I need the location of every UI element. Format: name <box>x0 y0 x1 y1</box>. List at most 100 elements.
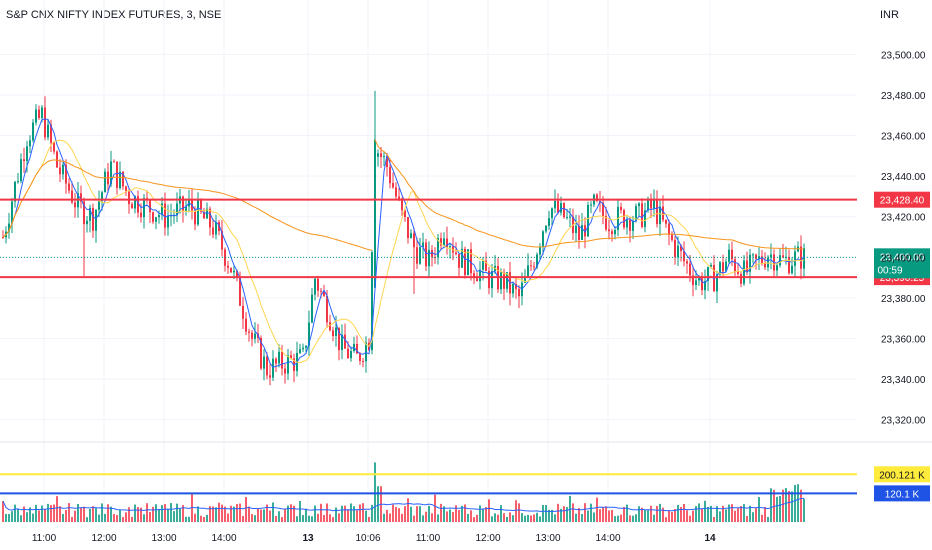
volume-bar <box>101 503 103 522</box>
candle-body <box>584 225 586 237</box>
candle-body <box>20 159 22 182</box>
volume-bar <box>32 513 34 522</box>
volume-bar <box>797 484 799 522</box>
price-tick-label: 23,340.00 <box>881 375 926 386</box>
candle-body <box>92 207 94 231</box>
volume-bar <box>146 503 148 522</box>
candle-body <box>566 216 568 218</box>
candle-body <box>536 254 538 268</box>
volume-bar <box>584 503 586 522</box>
volume-bar <box>164 504 166 522</box>
candle-body <box>542 231 544 247</box>
volume-bar <box>26 512 28 522</box>
candle-body <box>731 249 733 260</box>
candle-body <box>596 194 598 201</box>
volume-bar <box>293 505 295 522</box>
candle-body <box>761 256 763 263</box>
candle-body <box>119 171 121 189</box>
ma-mid-line <box>2 139 805 364</box>
candle-body <box>167 215 169 228</box>
candle-body <box>86 220 88 225</box>
candle-body <box>62 164 64 175</box>
candle-body <box>206 208 208 219</box>
price-tick-label: 23,380.00 <box>881 294 926 305</box>
time-tick-label: 13:00 <box>535 533 560 544</box>
volume-bar <box>707 506 709 522</box>
candle-body <box>680 245 682 252</box>
candle-body <box>344 334 346 349</box>
candle-body <box>422 242 424 248</box>
candle-body <box>626 219 628 228</box>
candle-body <box>71 190 73 203</box>
volume-bar <box>167 508 169 522</box>
volume-bar <box>647 509 649 522</box>
price-tick-label: 23,360.00 <box>881 335 926 346</box>
volume-bar <box>356 510 358 522</box>
candle-body <box>482 260 484 270</box>
candle-body <box>392 183 394 188</box>
volume-bar <box>605 506 607 522</box>
candle-body <box>131 204 133 209</box>
volume-bar <box>125 512 127 522</box>
volume-bar <box>659 503 661 522</box>
volume-bar <box>65 509 67 522</box>
candle-body <box>551 208 553 219</box>
volume-bar <box>374 462 376 522</box>
candle-body <box>221 231 223 250</box>
volume-bar <box>602 507 604 522</box>
candle-body <box>506 272 508 289</box>
volume-bar <box>629 515 631 522</box>
volume-bar <box>476 514 478 522</box>
candle-body <box>578 225 580 240</box>
volume-bar <box>578 507 580 522</box>
volume-bar <box>215 507 217 522</box>
candle-body <box>251 332 253 339</box>
candle-body <box>203 211 205 219</box>
candle-body <box>266 356 268 376</box>
candle-body <box>2 237 4 239</box>
last-price-label: 23,400.00 <box>880 252 925 263</box>
volume-bar <box>407 498 409 522</box>
candle-body <box>362 360 364 362</box>
candle-body <box>248 331 250 333</box>
volume-bar <box>431 513 433 522</box>
candle-body <box>8 223 10 232</box>
time-axis[interactable]: 11:00 12:00 13:00 14:00 13 10:06 11:00 12:00 13:… <box>32 533 716 544</box>
candle-body <box>155 217 157 222</box>
candle-body <box>341 334 343 351</box>
candle-body <box>620 206 622 211</box>
volume-bar <box>461 505 463 522</box>
symbol-title[interactable]: S&P CNX NIFTY INDEX FUTURES, 3, NSE <box>6 9 222 21</box>
candle-body <box>443 238 445 246</box>
candle-body <box>305 345 307 348</box>
volume-bar <box>116 515 118 522</box>
currency-label[interactable]: INR <box>880 9 899 21</box>
volume-bar <box>746 516 748 522</box>
candle-body <box>410 233 412 239</box>
volume-bar <box>191 494 193 522</box>
candle-body <box>755 254 757 259</box>
volume-bar <box>776 496 778 522</box>
volume-bar <box>515 500 517 522</box>
volume-bar <box>242 515 244 522</box>
candle-body <box>488 270 490 289</box>
candle-body <box>527 265 529 277</box>
volume-bar <box>386 509 388 522</box>
candle-body <box>431 249 433 257</box>
candle-body <box>83 201 85 225</box>
candle-body <box>503 272 505 289</box>
volume-bar <box>41 505 43 522</box>
candle-body <box>539 246 541 255</box>
volume-bar <box>29 507 31 522</box>
candle-body <box>662 206 664 220</box>
volume-bar <box>545 504 547 522</box>
candle-body <box>380 153 382 157</box>
volume-bar <box>224 506 226 522</box>
candle-body <box>218 222 220 232</box>
candle-body <box>89 207 91 221</box>
candle-body <box>227 265 229 268</box>
price-axis[interactable]: 23,500.00 23,480.00 23,460.00 23,440.00 23,4… <box>881 50 926 426</box>
volume-bar <box>509 512 511 522</box>
volume-bar <box>803 498 805 522</box>
